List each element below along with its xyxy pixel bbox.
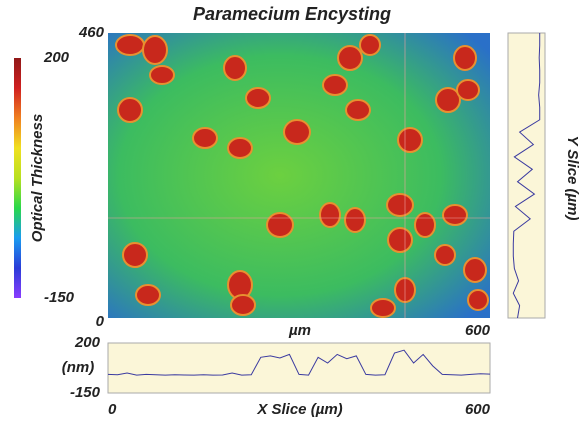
colorbar <box>14 58 21 298</box>
image-x-label: µm <box>288 322 311 339</box>
image-y-tick-label: 460 <box>78 24 105 41</box>
x-slice-y-label: (nm) <box>62 359 95 376</box>
x-slice-x-tick-label: 0 <box>108 401 117 418</box>
x-slice-x-label: X Slice (µm) <box>256 401 342 418</box>
image-y-tick-label: 0 <box>96 313 105 330</box>
colorbar-tick-label: -150 <box>44 289 75 306</box>
figure: Paramecium Encysting Optical Thickness Y… <box>0 0 587 425</box>
x-slice-y-tick-label: -150 <box>70 384 101 401</box>
x-slice-y-tick-label: 200 <box>74 334 101 351</box>
image-x-tick-label: 600 <box>465 322 491 339</box>
x-slice-panel <box>108 343 490 393</box>
colorbar-tick-label: 200 <box>43 49 70 66</box>
title: Paramecium Encysting <box>193 4 391 24</box>
y-slice-label: Y Slice (µm) <box>564 135 581 220</box>
heatmap <box>108 33 490 318</box>
x-slice-x-tick-label: 600 <box>465 401 491 418</box>
colorbar-label: Optical Thickness <box>29 114 46 242</box>
